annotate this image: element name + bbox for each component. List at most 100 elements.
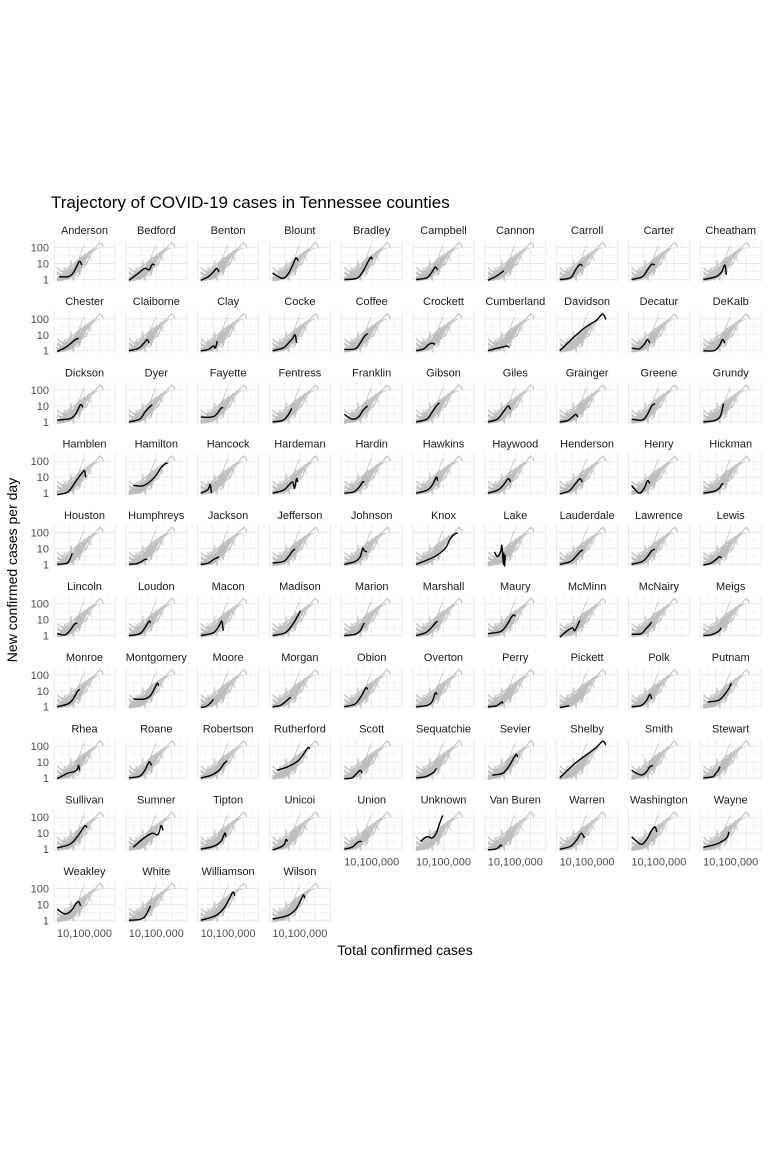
facet-label: Hawkins — [423, 439, 465, 451]
x-axis-title: Total confirmed cases — [337, 942, 472, 958]
facet-label: Houston — [64, 510, 105, 522]
facet-panel: Fentress — [269, 367, 330, 424]
facet-panel: Grainger — [557, 367, 618, 424]
facet-label: Carter — [644, 225, 675, 237]
y-axis-title: New confirmed cases per day — [4, 478, 20, 662]
facet-label: Jefferson — [277, 510, 322, 522]
y-tick-label: 100 — [31, 456, 49, 468]
facet-panel: Cheatham — [700, 225, 761, 282]
facet-label: Bradley — [353, 225, 391, 237]
facet-label: Cumberland — [485, 296, 545, 308]
facet-label: Clay — [217, 296, 240, 308]
facet-panel: Blount — [269, 225, 330, 282]
facet-panel: Knox — [413, 510, 474, 567]
y-tick-label: 10 — [37, 330, 49, 342]
facet-panel: Crockett — [413, 296, 474, 353]
y-tick-label: 1 — [43, 417, 49, 429]
facet-panel: Hardin — [341, 439, 402, 496]
facet-label: Gibson — [426, 367, 461, 379]
facet-label: Hardin — [355, 439, 387, 451]
facet-label: Chester — [65, 296, 104, 308]
facet-label: DeKalb — [713, 296, 749, 308]
facet-panel: Hancock — [198, 439, 259, 496]
facet-label: Humphreys — [128, 510, 185, 522]
facet-label: Henry — [644, 439, 674, 451]
facet-panel: Hawkins — [413, 439, 474, 496]
facet-panel: Hardeman — [269, 439, 330, 496]
y-tick-label: 100 — [31, 243, 49, 255]
facet-label: Johnson — [351, 510, 393, 522]
facet-label: Fentress — [279, 367, 322, 379]
facet-label: Cannon — [496, 225, 535, 237]
facet-label: Dyer — [145, 367, 169, 379]
facet-label: Claiborne — [133, 296, 180, 308]
facet-label: Franklin — [352, 367, 391, 379]
facet-panel: Gibson — [413, 367, 474, 424]
facet-label: Hancock — [207, 439, 250, 451]
facet-label: Cheatham — [705, 225, 756, 237]
facet-label: Blount — [284, 225, 315, 237]
facet-label: Davidson — [564, 296, 610, 308]
facet-panel: Grundy — [700, 367, 761, 424]
facet-panel: Hamblen 1 10 100 — [31, 439, 115, 501]
facet-label: Haywood — [492, 439, 538, 451]
facet-label: Coffee — [356, 296, 388, 308]
facet-label: Bedford — [137, 225, 176, 237]
y-tick-label: 100 — [31, 385, 49, 397]
facet-panel: Jackson — [198, 510, 259, 567]
facet-label: Dickson — [65, 367, 104, 379]
facet-label: Carroll — [571, 225, 603, 237]
facet-panel: Humphreys — [126, 510, 187, 567]
facet-panel: Dickson 1 10 100 — [31, 367, 115, 429]
y-tick-label: 10 — [37, 543, 49, 555]
facet-label: Jackson — [208, 510, 248, 522]
facet-panel: Franklin — [341, 367, 402, 424]
chart-title: Trajectory of COVID-19 cases in Tennesse… — [51, 193, 450, 212]
facet-panel: Haywood — [485, 439, 546, 496]
facet-label: Greene — [641, 367, 678, 379]
facet-label: Hamilton — [135, 439, 178, 451]
y-tick-label: 1 — [43, 275, 49, 287]
y-tick-label: 10 — [37, 401, 49, 413]
facet-panel: Benton — [198, 225, 259, 282]
facet-panel: Bedford — [126, 225, 187, 282]
y-tick-label: 1 — [43, 346, 49, 358]
y-tick-label: 1 — [43, 559, 49, 571]
facet-panel: Coffee — [341, 296, 402, 353]
y-tick-label: 100 — [31, 527, 49, 539]
facet-panel: Dyer — [126, 367, 187, 424]
facet-panel: Henry — [628, 439, 689, 496]
facet-label: Grundy — [713, 367, 750, 379]
facet-label: Benton — [211, 225, 246, 237]
y-tick-label: 1 — [43, 488, 49, 500]
facet-label: Knox — [431, 510, 457, 522]
facet-panel: Carter — [628, 225, 689, 282]
facet-panel: Hickman — [700, 439, 761, 496]
facet-panel: Houston 1 10 100 — [31, 510, 115, 572]
facet-label: Henderson — [560, 439, 614, 451]
facet-panel: Cocke — [269, 296, 330, 353]
facet-label: Grainger — [566, 367, 609, 379]
y-tick-label: 10 — [37, 472, 49, 484]
facet-panel: Henderson — [557, 439, 618, 496]
facet-panel: Decatur — [628, 296, 689, 353]
facet-panel: Greene — [628, 367, 689, 424]
facet-label: Hickman — [709, 439, 752, 451]
facet-panel: Campbell — [413, 225, 474, 282]
facet-panel: Hamilton — [126, 439, 187, 496]
facet-panel: Johnson — [341, 510, 402, 567]
facet-panel: Claiborne — [126, 296, 187, 353]
facet-label: Fayette — [210, 367, 247, 379]
facet-panel: Fayette — [198, 367, 259, 424]
facet-label: Hardeman — [274, 439, 325, 451]
facet-label: Hamblen — [62, 439, 106, 451]
facet-label: Giles — [503, 367, 529, 379]
facet-panel: Cannon — [485, 225, 546, 282]
facet-panel: DeKalb — [700, 296, 761, 353]
y-tick-label: 10 — [37, 259, 49, 271]
facet-label: Crockett — [423, 296, 464, 308]
